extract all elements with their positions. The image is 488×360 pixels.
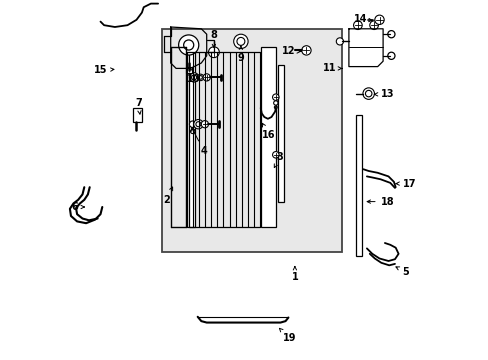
Circle shape [189,73,199,82]
Circle shape [387,31,394,38]
Text: 13: 13 [374,89,393,99]
Text: 4: 4 [191,127,207,156]
Text: 11: 11 [323,63,342,73]
Circle shape [353,21,362,30]
Text: 15: 15 [94,65,114,75]
Circle shape [387,52,394,59]
Text: 12: 12 [282,46,301,57]
Circle shape [272,94,279,100]
Bar [260,47,275,227]
Text: 3: 3 [274,152,283,167]
Circle shape [191,75,196,80]
Circle shape [336,38,343,45]
Text: 18: 18 [366,197,393,207]
Circle shape [183,40,193,50]
Bar [188,47,195,227]
Bar [133,108,142,122]
Text: 8: 8 [210,30,217,48]
Text: 9: 9 [237,46,244,63]
Bar [277,65,284,202]
Text: 7: 7 [135,98,142,114]
Circle shape [197,74,203,81]
Text: 2: 2 [163,187,172,205]
Circle shape [189,121,196,127]
Text: 17: 17 [395,179,415,189]
Circle shape [208,47,219,58]
Circle shape [201,121,208,128]
Text: 5: 5 [395,267,408,277]
Text: 6: 6 [71,202,84,212]
Circle shape [203,74,210,81]
Circle shape [301,46,310,55]
Text: 1: 1 [291,266,298,282]
Circle shape [362,88,374,99]
Text: 10: 10 [187,68,201,84]
Text: 19: 19 [279,328,296,343]
Circle shape [374,15,384,24]
Circle shape [273,101,277,105]
Circle shape [274,106,277,109]
Circle shape [233,34,247,49]
Circle shape [199,76,202,79]
Circle shape [369,21,378,30]
Text: 14: 14 [353,14,372,24]
Bar [185,67,191,73]
Circle shape [272,152,279,158]
Circle shape [193,120,203,129]
Circle shape [196,122,201,127]
Bar [355,115,361,256]
Circle shape [237,37,244,45]
Circle shape [365,90,371,97]
Text: 16: 16 [262,123,275,140]
Bar [162,29,341,252]
Circle shape [190,129,194,134]
Circle shape [178,35,199,55]
